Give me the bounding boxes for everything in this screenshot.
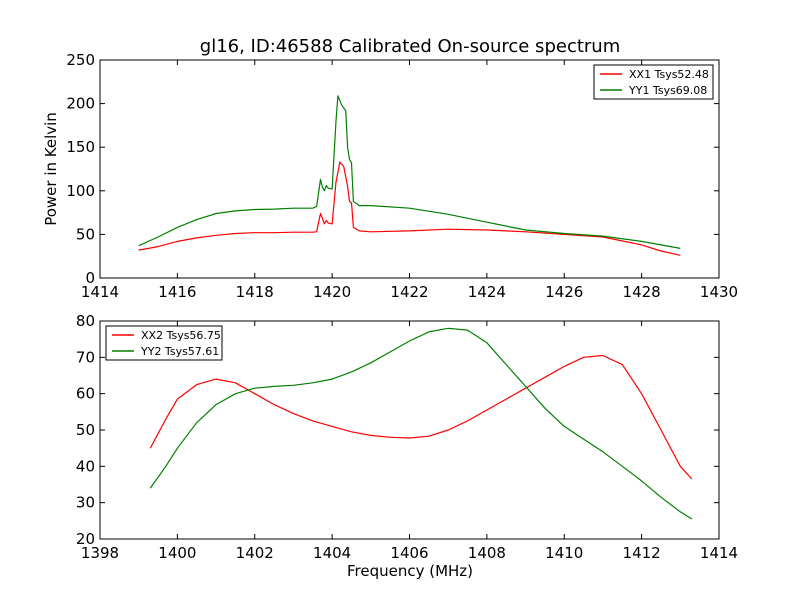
bottom-y-tick-label: 40 <box>76 457 95 475</box>
top-y-tick-label: 100 <box>66 182 95 200</box>
bottom-legend-box <box>105 325 223 361</box>
bottom-x-tick-label: 1398 <box>81 544 119 562</box>
legend-label-yy2: YY2 Tsys57.61 <box>140 345 219 358</box>
top-x-tick-label: 1428 <box>623 283 661 301</box>
top-y-tick-label: 0 <box>85 269 95 287</box>
bottom-y-tick-label: 50 <box>76 421 95 439</box>
top-x-tick-label: 1418 <box>236 283 274 301</box>
bottom-plot-frame <box>99 320 720 540</box>
top-y-tick-label: 200 <box>66 95 95 113</box>
bottom-x-tick-label: 1408 <box>468 544 506 562</box>
bottom-x-tick-label: 1414 <box>700 544 738 562</box>
bottom-ticks-group: 1398 1400 1402 1404 1406 1408 1410 1412 1414 20 30… <box>76 312 738 562</box>
top-plot-frame <box>99 59 720 279</box>
bottom-y-tick-label: 30 <box>76 494 95 512</box>
bottom-series-group <box>149 327 693 520</box>
top-ticks-group: 1414 1416 1418 1420 1422 1424 1426 1428 1430 0 50 1… <box>66 51 738 301</box>
top-x-tick-label: 1420 <box>313 283 351 301</box>
bottom-x-tick-label: 1412 <box>623 544 661 562</box>
bottom-y-tick-label: 80 <box>76 312 95 330</box>
top-x-tick-label: 1430 <box>700 283 738 301</box>
top-x-tick-label: 1424 <box>468 283 506 301</box>
bottom-legend: XX2 Tsys56.75 YY2 Tsys57.61 <box>105 325 223 361</box>
bottom-x-tick-label: 1404 <box>313 544 351 562</box>
top-chart-panel: gl16, ID:46588 Calibrated On-source spec… <box>42 36 738 301</box>
top-legend: XX1 Tsys52.48 YY1 Tsys69.08 <box>593 64 714 100</box>
top-y-tick-label: 250 <box>66 51 95 69</box>
top-x-tick-label: 1422 <box>390 283 428 301</box>
chart-title: gl16, ID:46588 Calibrated On-source spec… <box>200 36 620 57</box>
bottom-x-tick-label: 1410 <box>545 544 583 562</box>
top-x-tick-label: 1416 <box>158 283 196 301</box>
top-legend-box <box>593 64 714 100</box>
series-line-yy2 <box>149 327 693 520</box>
top-x-tick-label: 1426 <box>545 283 583 301</box>
series-line-yy1 <box>138 95 681 249</box>
top-y-tick-label: 50 <box>76 225 95 243</box>
legend-label-xx1: XX1 Tsys52.48 <box>629 68 709 81</box>
bottom-y-tick-label: 20 <box>76 530 95 548</box>
bottom-chart-panel: Frequency (MHz) 1398 1400 1402 1404 1406 1408… <box>76 312 738 580</box>
series-line-xx1 <box>138 161 681 256</box>
bottom-x-tick-label: 1406 <box>390 544 428 562</box>
top-x-tick-label: 1414 <box>81 283 119 301</box>
bottom-x-axis-label: Frequency (MHz) <box>347 562 473 580</box>
bottom-y-tick-label: 60 <box>76 385 95 403</box>
top-y-tick-label: 150 <box>66 138 95 156</box>
bottom-y-tick-label: 70 <box>76 348 95 366</box>
legend-label-xx2: XX2 Tsys56.75 <box>141 329 221 342</box>
top-y-axis-label: Power in Kelvin <box>42 112 60 226</box>
top-series-group <box>138 95 681 256</box>
legend-label-yy1: YY1 Tsys69.08 <box>628 84 707 97</box>
bottom-x-tick-label: 1400 <box>158 544 196 562</box>
bottom-x-tick-label: 1402 <box>236 544 274 562</box>
series-line-xx2 <box>149 354 693 480</box>
